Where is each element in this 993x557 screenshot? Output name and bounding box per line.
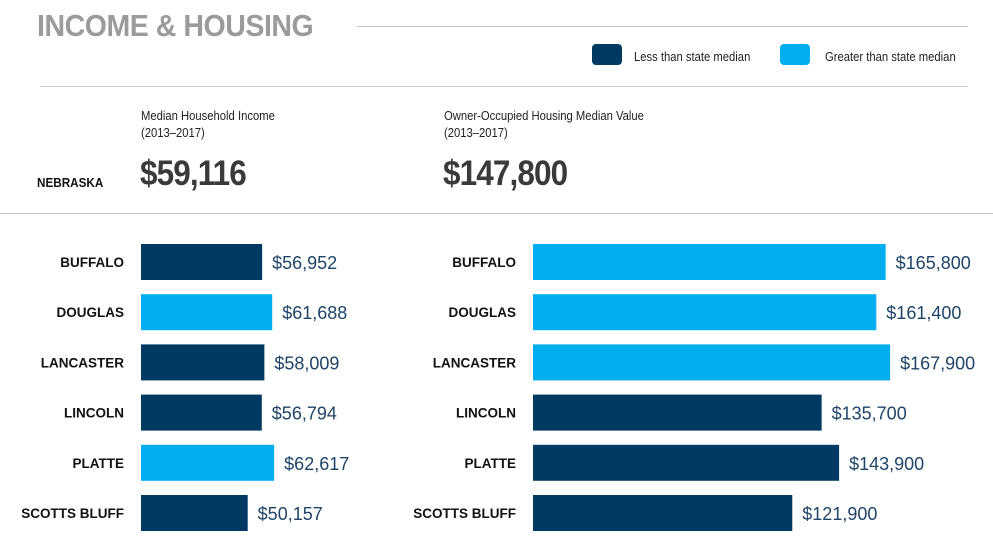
housing-category-label: LINCOLN [456,406,516,421]
income-category-label: SCOTTS BLUFF [21,506,124,521]
income-bar [141,394,262,431]
income-bar [141,344,265,381]
legend-label-greater: Greater than state median [825,50,956,64]
income-heading: Median Household Income (2013–2017) [141,108,275,142]
housing-category-label: DOUGLAS [449,305,517,320]
housing-category-label: BUFFALO [452,255,516,270]
housing-subtitle: (2013–2017) [444,126,508,140]
income-subtitle: (2013–2017) [141,126,205,140]
state-income-value: $59,116 [140,154,247,193]
housing-bar [533,495,793,531]
housing-bar [533,344,891,381]
income-bar [141,244,263,280]
legend-swatch-less [592,44,622,65]
housing-value-label: $167,900 [900,353,975,373]
legend-swatch-greater [780,44,810,65]
housing-value-label: $135,700 [832,404,907,424]
header-divider [40,86,968,87]
housing-value-label: $161,400 [886,303,961,323]
income-category-label: LANCASTER [41,355,124,370]
income-bar [141,444,275,481]
housing-bar [533,394,822,431]
income-value-label: $50,157 [258,504,323,524]
section-divider [0,213,993,214]
income-category-label: LINCOLN [64,406,124,421]
housing-category-label: SCOTTS BLUFF [413,506,516,521]
income-category-label: BUFFALO [60,255,124,270]
housing-value-label: $143,900 [849,454,924,474]
income-value-label: $56,794 [272,404,337,424]
housing-value-label: $165,800 [896,253,971,273]
state-label: NEBRASKA [37,175,104,190]
income-value-label: $58,009 [274,353,339,373]
page-title: INCOME & HOUSING [37,8,314,43]
legend-label-less: Less than state median [634,50,751,64]
income-bar [141,294,273,331]
income-category-label: DOUGLAS [57,305,125,320]
housing-title: Owner-Occupied Housing Median Value [444,109,644,123]
income-category-label: PLATTE [73,456,125,471]
housing-value-label: $121,900 [802,504,877,524]
income-title: Median Household Income [141,109,275,123]
housing-category-label: PLATTE [465,456,517,471]
housing-bar [533,294,877,331]
income-value-label: $62,617 [284,454,349,474]
housing-heading: Owner-Occupied Housing Median Value (201… [444,108,644,142]
housing-bar [533,444,840,481]
income-value-label: $56,952 [272,253,337,273]
housing-bar [533,244,886,280]
income-value-label: $61,688 [282,303,347,323]
title-divider [357,26,968,27]
state-housing-value: $147,800 [443,154,568,193]
housing-category-label: LANCASTER [433,355,516,370]
income-bar [141,495,248,531]
